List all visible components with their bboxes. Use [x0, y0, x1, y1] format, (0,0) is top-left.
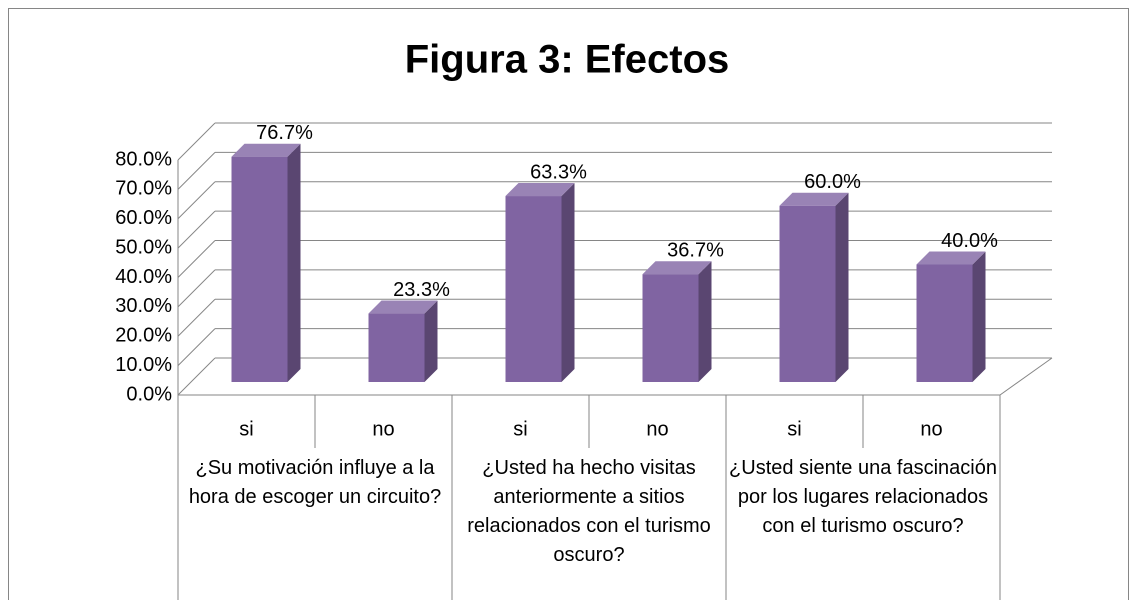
grid-line-side [177, 298, 216, 337]
y-tick-label: 0.0% [126, 383, 172, 405]
group-label-box: ¿Usted ha hecho visitas anteriormente a … [467, 457, 711, 566]
bar-side [835, 192, 849, 382]
grid-line-side [177, 240, 216, 278]
x-tick-label: si [239, 418, 253, 440]
bar-top [505, 183, 575, 197]
bar [779, 192, 849, 382]
y-tick-label: 70.0% [115, 178, 172, 200]
bar-top [916, 251, 986, 265]
bar-top [642, 261, 712, 275]
bar-front [779, 205, 836, 382]
floor-right [999, 357, 1053, 396]
y-tick-label: 60.0% [115, 207, 172, 229]
bar-front [916, 264, 973, 382]
group-label: ¿Usted siente una fascinación por los lu… [729, 457, 997, 537]
group-label: ¿Usted ha hecho visitas anteriormente a … [467, 457, 711, 566]
bar-front [642, 274, 699, 382]
bar-side [424, 300, 438, 382]
y-tick-label: 80.0% [115, 148, 172, 170]
bar-top [231, 143, 301, 157]
x-tick-label: si [513, 418, 527, 440]
bar-side [698, 261, 712, 382]
data-label: 36.7% [667, 239, 724, 261]
chart-title: Figura 3: Efectos [405, 38, 730, 82]
grid-line-side [177, 269, 216, 308]
bar-front [368, 313, 425, 382]
bar [642, 261, 712, 382]
group-label-box: ¿Usted siente una fascinación por los lu… [729, 457, 997, 537]
grid-line-side [177, 152, 216, 190]
y-tick-label: 30.0% [115, 295, 172, 317]
x-tick-label: no [646, 418, 668, 440]
data-label: 40.0% [941, 230, 998, 252]
grid-line-side [177, 210, 216, 249]
group-label-box: ¿Su motivación influye a la hora de esco… [188, 457, 442, 508]
bar-top [779, 192, 849, 206]
y-tick-label: 50.0% [115, 236, 172, 258]
bar-side [287, 143, 301, 382]
y-tick-label: 20.0% [115, 325, 172, 347]
bar-front [505, 196, 562, 382]
grid-line-side [177, 357, 216, 396]
bar-side [972, 251, 986, 382]
data-label: 63.3% [530, 161, 587, 183]
grid-line-side [177, 122, 216, 161]
grid-line-side [177, 328, 216, 366]
data-label: 23.3% [393, 279, 450, 301]
bar-side [561, 183, 575, 382]
bar [231, 143, 301, 382]
data-label: 60.0% [804, 171, 861, 193]
bar [916, 251, 986, 382]
grid-line-side [177, 181, 216, 220]
bar-front [231, 156, 288, 382]
x-tick-label: no [372, 418, 394, 440]
x-tick-label: no [920, 418, 942, 440]
data-label: 76.7% [256, 122, 313, 144]
y-tick-label: 40.0% [115, 266, 172, 288]
bar [505, 183, 575, 382]
bar [368, 300, 438, 382]
bar-top [368, 300, 438, 314]
x-tick-label: si [787, 418, 801, 440]
y-tick-label: 10.0% [115, 354, 172, 376]
group-label: ¿Su motivación influye a la hora de esco… [188, 457, 442, 508]
